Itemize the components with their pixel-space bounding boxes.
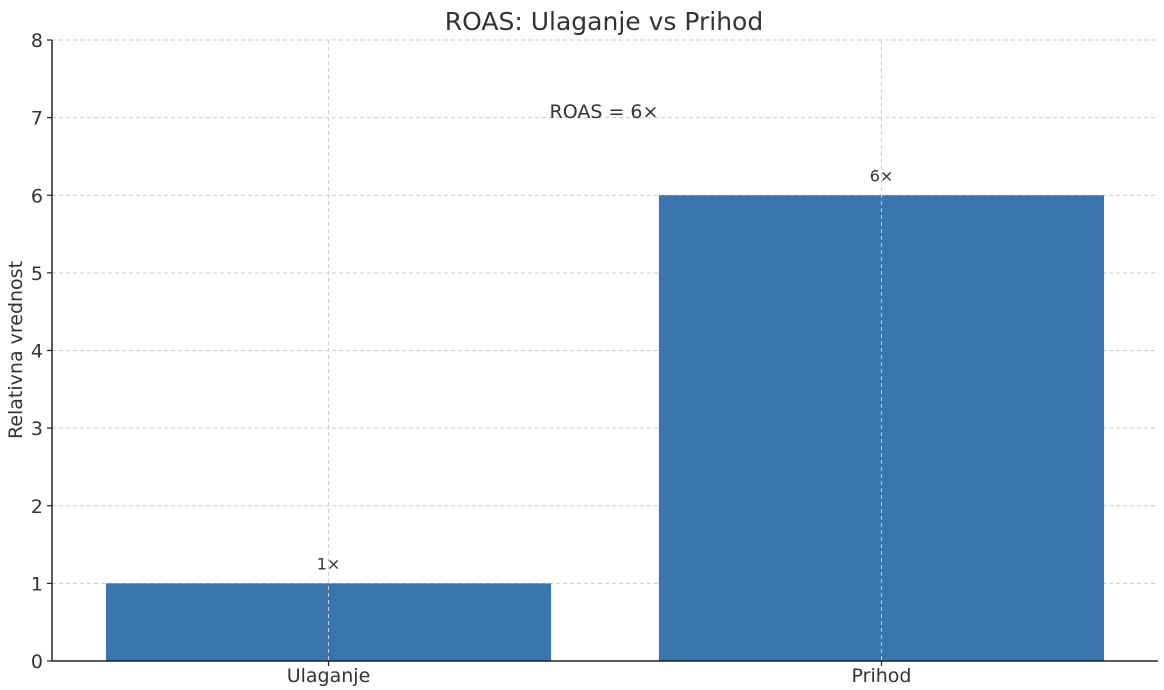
- x-ticks: Ulaganje Prihod: [287, 661, 912, 687]
- x-tick-label-ulaganje: Ulaganje: [287, 665, 371, 687]
- roas-annotation: ROAS = 6×: [550, 101, 659, 123]
- y-tick-label-8: 8: [31, 30, 43, 52]
- data-label-prihod: 6×: [870, 166, 894, 185]
- y-ticks: 0 1 2 3 4 5 6 7 8: [31, 30, 52, 673]
- y-tick-label-4: 4: [31, 341, 43, 363]
- x-tick-label-prihod: Prihod: [852, 665, 912, 687]
- data-labels: 1× 6×: [317, 166, 894, 573]
- y-tick-label-5: 5: [31, 263, 43, 285]
- vertical-grid-lines: [328, 40, 882, 661]
- chart-title: ROAS: Ulaganje vs Prihod: [445, 7, 763, 36]
- y-axis-label: Relativna vrednost: [5, 261, 27, 439]
- y-tick-label-0: 0: [31, 651, 43, 673]
- grid-lines: [52, 39, 1158, 584]
- data-label-ulaganje: 1×: [317, 554, 341, 573]
- y-tick-label-6: 6: [31, 185, 43, 207]
- y-tick-label-2: 2: [31, 496, 43, 518]
- y-tick-label-7: 7: [31, 108, 43, 130]
- y-tick-label-3: 3: [31, 418, 43, 440]
- y-tick-label-1: 1: [31, 573, 43, 595]
